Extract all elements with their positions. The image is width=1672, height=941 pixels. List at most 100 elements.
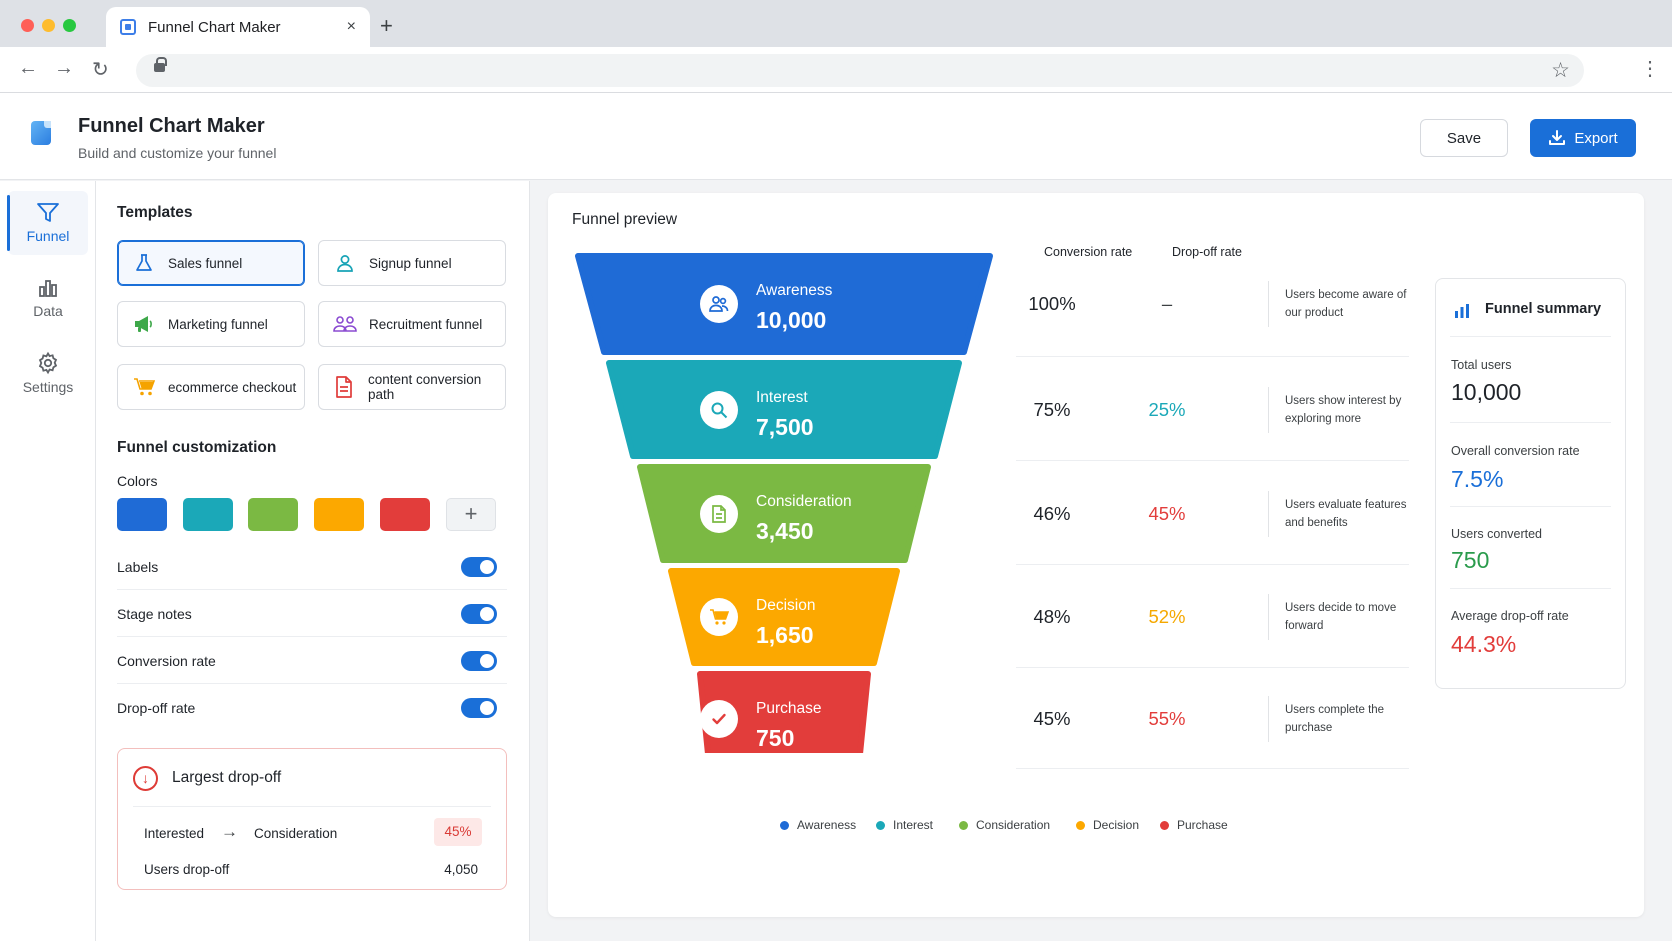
template-label: ecommerce checkout [168,379,297,395]
rail-item-data[interactable]: Data [8,266,88,330]
avg-dropoff-value: 44.3% [1451,631,1517,657]
stage-dropoff-rate: – [1161,293,1173,314]
flask-icon [132,252,156,274]
template-signup-funnel[interactable]: Signup funnel [318,240,506,286]
left-nav-rail: Funnel Data Settings [0,181,96,941]
template-marketing-funnel[interactable]: Marketing funnel [117,301,305,347]
template-sales-funnel[interactable]: Sales funnel [117,240,305,286]
row-divider [1016,667,1409,668]
toggle-label: Drop-off rate [117,700,196,716]
labels-toggle[interactable] [461,557,497,577]
download-icon [1549,130,1566,145]
avg-dropoff-label: Average drop-off rate [1451,609,1569,623]
template-recruitment-funnel[interactable]: Recruitment funnel [318,301,506,347]
funnel-stage-purchase[interactable] [697,671,871,753]
browser-tab[interactable]: Funnel Chart Maker × [106,7,370,47]
legend-label: Awareness [797,818,857,832]
browser-toolbar: ← → ↻ ☆ ⋮ [0,47,1672,93]
back-icon[interactable]: ← [18,57,38,79]
address-bar[interactable]: ☆ [136,54,1584,87]
template-content-conversion-path[interactable]: content conversion path [318,364,506,410]
funnel-stage-decision[interactable] [668,568,900,666]
stage-note: Users become aware of our product [1285,289,1407,319]
stage-note: Users decide to move forward [1285,602,1397,632]
row-divider [1016,564,1409,565]
template-label: Marketing funnel [168,316,268,332]
rail-label-funnel: Funnel [26,228,70,244]
window-close-button[interactable] [21,19,34,32]
conversion-rate-toggle[interactable] [461,651,497,671]
note-separator [1268,490,1269,537]
stage-value: 1,650 [756,622,814,648]
dropoff-from-stage: Interested [144,826,205,841]
legend-item-awareness: Awareness [780,818,856,832]
window-zoom-button[interactable] [63,19,76,32]
stage-conversion-rate: 46% [1033,502,1071,524]
rail-label-settings: Settings [22,379,74,395]
stage-notes-toggle[interactable] [461,604,497,624]
toggle-label: Stage notes [117,606,192,622]
funnel-stage-interest[interactable] [606,360,962,459]
largest-dropoff-card: ↓ Largest drop-off Interested → Consider… [117,748,507,890]
color-swatch-blue[interactable] [117,498,167,531]
customization-heading: Funnel customization [117,439,277,456]
rail-item-settings[interactable]: Settings [8,341,88,405]
dropoff-rate-toggle[interactable] [461,698,497,718]
toggle-label: Conversion rate [117,653,216,669]
stage-value: 7,500 [756,414,814,440]
stage-name: Interest [756,389,808,406]
overall-conversion-label: Overall conversion rate [1451,444,1580,458]
export-label: Export [1574,129,1618,147]
color-swatch-teal[interactable] [183,498,233,531]
color-swatch-red[interactable] [380,498,430,531]
app-subtitle: Build and customize your funnel [78,145,277,161]
forward-icon[interactable]: → [54,57,74,79]
legend-dot [780,820,789,830]
tab-close-icon[interactable]: × [346,18,356,35]
document-icon [333,376,356,398]
users-converted-label: Users converted [1451,527,1543,541]
toggle-label: Labels [117,559,159,575]
funnel-stage-awareness[interactable] [575,253,993,355]
reload-icon[interactable]: ↻ [92,59,109,81]
browser-menu-icon[interactable]: ⋮ [1640,58,1660,80]
legend-item-purchase: Purchase [1160,818,1228,832]
stage-note: Users complete the purchase [1285,704,1385,734]
bar-chart-icon [39,280,57,297]
rail-item-funnel[interactable]: Funnel [7,191,88,255]
dropoff-to-stage: Consideration [254,826,338,841]
stage-name: Purchase [756,700,822,717]
add-color-button[interactable]: + [446,498,496,531]
browser-tab-title: Funnel Chart Maker [148,18,281,36]
funnel-preview-panel: Funnel preview Conversion rate Drop-off … [548,193,1644,917]
legend-item-interest: Interest [876,818,933,832]
preview-title: Funnel preview [572,211,678,228]
template-label: Sales funnel [168,255,243,271]
window-minimize-button[interactable] [42,19,55,32]
color-swatch-orange[interactable] [314,498,364,531]
row-divider [1016,356,1409,357]
new-tab-button[interactable]: + [380,13,393,38]
megaphone-icon [132,313,156,335]
funnel-stage-consideration[interactable] [637,464,931,563]
colors-label: Colors [117,473,158,489]
user-icon [333,252,357,274]
save-button[interactable]: Save [1420,119,1508,157]
stage-value: 3,450 [756,518,814,544]
stage-conversion-rate: 45% [1033,708,1071,729]
arrow-down-circle-icon: ↓ [133,766,158,791]
export-button[interactable]: Export [1530,119,1636,157]
color-swatch-green[interactable] [248,498,298,531]
legend-item-decision: Decision [1076,818,1139,832]
template-ecommerce-checkout[interactable]: ecommerce checkout [117,364,305,410]
bookmark-star-icon[interactable]: ☆ [1551,59,1570,82]
template-label: content conversion path [367,372,482,402]
summary-heading: Funnel summary [1485,301,1602,317]
toggle-row-labels: Labels [117,543,507,590]
largest-dropoff-heading: Largest drop-off [172,769,282,786]
legend-dot [1076,820,1085,830]
check-icon [700,700,738,738]
stage-name: Awareness [756,282,833,299]
app-header: Funnel Chart Maker Build and customize y… [0,93,1672,180]
row-divider [1016,460,1409,461]
